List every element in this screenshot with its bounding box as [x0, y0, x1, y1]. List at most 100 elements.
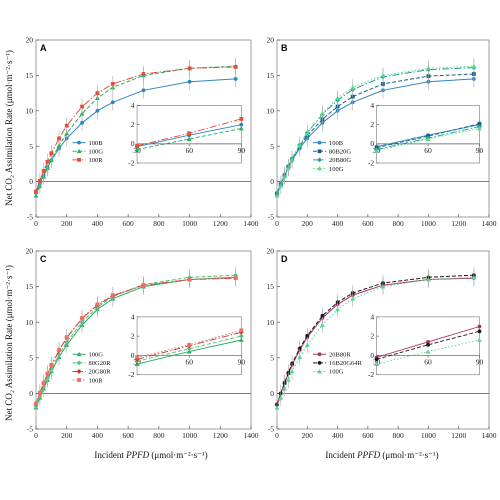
inset-y-tick-label: -2 — [368, 370, 374, 379]
data-point — [110, 81, 115, 86]
series-100G — [274, 269, 477, 416]
data-point — [282, 174, 287, 179]
inset-y-tick-label: -2 — [128, 370, 134, 379]
inset-data-point — [239, 328, 244, 333]
x-tick-label: 400 — [92, 431, 104, 440]
inset-x-tick-label: 30 — [373, 357, 381, 366]
legend-label: 100G — [89, 352, 104, 359]
y-axis-title-top: Net CO₂ Assimilation Rate (μmol·m⁻²·s⁻¹) — [4, 50, 14, 206]
legend-marker — [77, 157, 81, 162]
y-tick-label: 10 — [26, 106, 34, 115]
y-axis-title-bottom: Net CO₂ Assimilation Rate (μmol·m⁻²·s⁻¹) — [4, 265, 14, 421]
x-tick-label: 1000 — [182, 431, 197, 440]
x-tick-label: 1200 — [451, 431, 466, 440]
y-tick-label: 15 — [267, 282, 275, 291]
inset-data-point — [374, 148, 380, 153]
data-point — [285, 165, 291, 171]
data-point — [233, 77, 238, 81]
plot-frame — [35, 39, 252, 218]
inset: -2024306090 — [128, 101, 245, 168]
x-axis-title-left: Incident PPFD (μmol·m⁻²·s⁻¹) — [94, 450, 207, 460]
x-tick-label: 800 — [153, 219, 165, 228]
data-point — [350, 85, 356, 90]
legend-marker — [317, 149, 322, 154]
data-point — [37, 390, 42, 395]
data-point — [57, 136, 61, 141]
inset-x-tick-label: 90 — [238, 357, 246, 366]
y-tick-label: 0 — [270, 177, 274, 186]
data-point — [278, 395, 284, 400]
x-tick-label: 0 — [275, 431, 279, 440]
x-tick-label: 1200 — [451, 219, 466, 228]
x-tick-label: 200 — [61, 431, 73, 440]
inset-data-point — [186, 349, 192, 354]
data-point — [304, 131, 310, 136]
x-axis-title-left-prefix: Incident — [94, 450, 126, 460]
x-axis-title-right-variable: PPFD — [356, 450, 380, 460]
inset-data-point — [239, 122, 244, 127]
y-tick-label: 10 — [267, 318, 275, 327]
data-point — [426, 65, 431, 71]
x-tick-label: 400 — [332, 431, 344, 440]
legend-marker — [76, 148, 82, 154]
inset: -2024306090 — [128, 312, 245, 379]
inset-x-tick-label: 60 — [424, 357, 432, 366]
inset-data-point — [374, 357, 379, 362]
x-tick-label: 400 — [92, 219, 104, 228]
data-point — [80, 316, 84, 320]
inset-data-point — [238, 126, 244, 131]
data-point — [320, 313, 325, 318]
x-axis-title-left-unit: (μmol·m⁻²·s⁻¹) — [149, 450, 207, 460]
inset-data-point — [187, 131, 192, 136]
legend-marker — [317, 157, 322, 163]
y-tick-label: 20 — [267, 247, 275, 256]
series-100R — [34, 269, 238, 412]
data-point — [297, 354, 303, 359]
inset-y-tick-label: 2 — [131, 332, 135, 341]
data-point — [95, 108, 100, 113]
x-tick-label: 600 — [123, 431, 135, 440]
data-point — [320, 322, 325, 327]
data-point — [64, 123, 69, 128]
inset-y-tick-label: 4 — [131, 312, 135, 321]
inset-data-point — [477, 121, 482, 126]
legend-label: 100B — [89, 140, 104, 147]
legend-label: 100G — [329, 369, 344, 376]
legend-marker — [76, 369, 82, 374]
inset: -2024306090 — [368, 101, 484, 168]
data-point — [80, 120, 84, 125]
data-point — [141, 72, 146, 76]
inset-x-tick-label: 90 — [476, 357, 484, 366]
x-axis-title-left-variable: PPFD — [125, 450, 149, 460]
legend-marker — [317, 360, 322, 365]
y-tick-label: 5 — [270, 142, 274, 151]
inset-y-tick-label: 4 — [370, 312, 374, 321]
data-point — [285, 377, 291, 382]
inset-y-tick-label: 4 — [131, 101, 135, 110]
inset-data-point — [477, 324, 482, 329]
y-tick-label: 20 — [26, 247, 34, 256]
legend-marker — [317, 369, 322, 374]
inset-y-tick-label: 2 — [370, 120, 374, 129]
inset-data-point — [374, 361, 380, 367]
y-tick-label: 20 — [26, 36, 34, 45]
data-point — [278, 183, 284, 188]
data-point — [233, 276, 238, 280]
inset-x-tick-label: 90 — [238, 146, 246, 155]
x-tick-label: 1200 — [213, 219, 228, 228]
legend-label: 20B80G — [329, 157, 351, 164]
y-tick-label: 5 — [29, 142, 33, 151]
data-point — [110, 100, 115, 105]
data-point — [471, 274, 477, 280]
inset-data-point — [187, 342, 192, 347]
data-point — [187, 66, 192, 71]
inset-data-point — [239, 117, 244, 121]
inset-data-point — [238, 333, 244, 339]
y-tick-label: -5 — [27, 213, 33, 222]
legend-label: 16B20G64R — [329, 360, 363, 367]
x-tick-label: 1000 — [421, 219, 436, 228]
